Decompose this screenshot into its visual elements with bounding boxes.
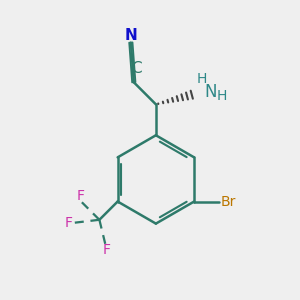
Text: H: H — [217, 89, 227, 103]
Text: F: F — [76, 189, 84, 203]
Text: F: F — [103, 243, 111, 257]
Text: Br: Br — [220, 194, 236, 208]
Text: C: C — [131, 61, 142, 76]
Text: H: H — [197, 72, 207, 86]
Text: N: N — [204, 83, 217, 101]
Text: F: F — [64, 216, 73, 230]
Text: N: N — [125, 28, 138, 43]
